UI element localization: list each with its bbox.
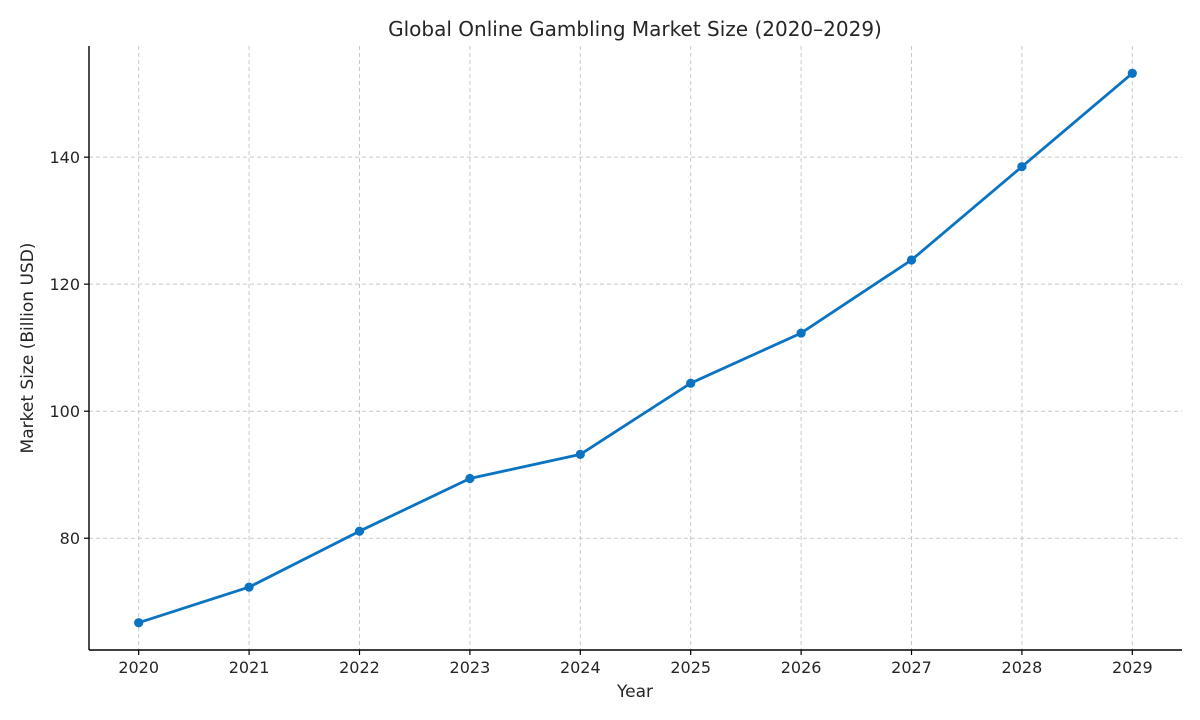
y-tick-label: 100 (49, 402, 80, 421)
series-layer (134, 68, 1137, 628)
x-tick-label: 2020 (118, 658, 159, 677)
data-point (354, 526, 365, 536)
chart-title: Global Online Gambling Market Size (2020… (388, 17, 882, 41)
x-tick-label: 2023 (450, 658, 491, 677)
x-axis-label: Year (616, 682, 653, 702)
x-tick-label: 2022 (339, 658, 380, 677)
x-tick-label: 2021 (229, 658, 270, 677)
data-point (244, 582, 254, 592)
data-point (686, 378, 696, 388)
y-tick-label: 120 (49, 275, 80, 294)
data-point (134, 618, 144, 628)
series-line (137, 71, 1134, 625)
x-tick-label: 2028 (1002, 658, 1043, 677)
x-tick-label: 2026 (781, 658, 822, 677)
data-point (575, 449, 585, 459)
y-tick-label: 140 (49, 148, 80, 167)
data-point (1017, 162, 1027, 172)
data-point (1127, 68, 1137, 78)
grid (89, 46, 1182, 650)
x-tick-label: 2027 (891, 658, 932, 677)
x-tick-label: 2025 (670, 658, 711, 677)
data-point (796, 328, 806, 338)
x-tick-label: 2029 (1112, 658, 1153, 677)
data-point (465, 473, 475, 484)
y-axis-label: Market Size (Billion USD) (18, 243, 38, 454)
data-point (906, 255, 917, 265)
y-tick-label: 80 (60, 529, 80, 548)
y-axis-ticks: 80 100 120 140 (49, 148, 89, 548)
axes-spines (88, 46, 1182, 651)
x-axis-ticks: 2020 2021 2022 2023 2024 2025 2026 2027 2028 2029 (118, 650, 1153, 677)
x-tick-label: 2024 (560, 658, 601, 677)
